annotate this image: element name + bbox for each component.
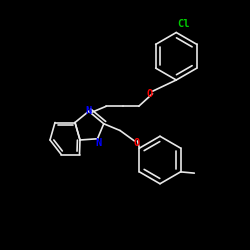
Text: Cl: Cl: [178, 19, 190, 29]
Text: O: O: [146, 89, 152, 99]
Text: O: O: [134, 138, 140, 148]
Text: N: N: [86, 106, 92, 116]
Text: N: N: [96, 138, 102, 147]
